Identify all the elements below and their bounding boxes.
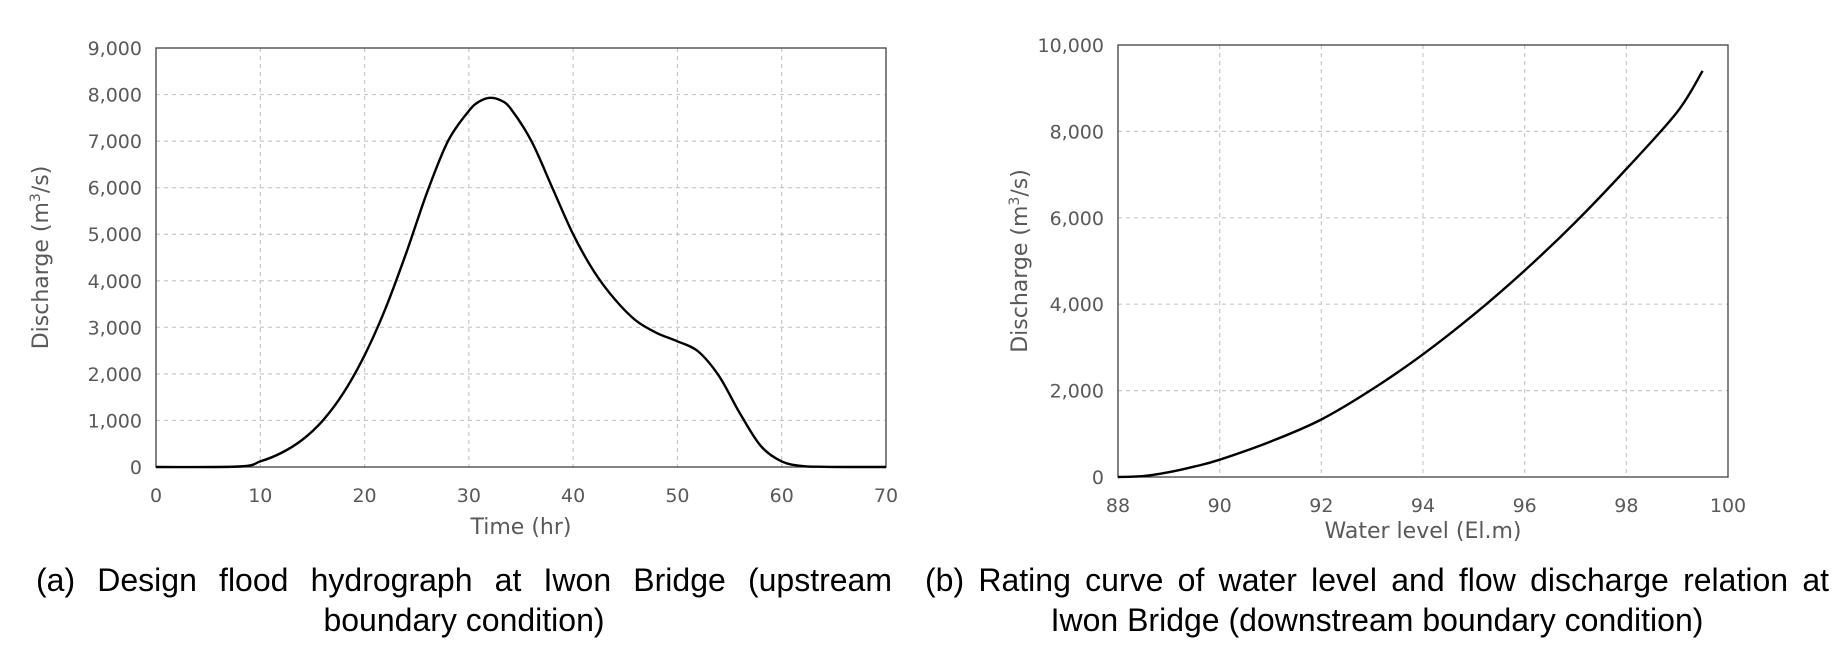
caption-a: (a) Design flood hydrograph at Iwon Brid… (36, 562, 892, 638)
x-tick-label: 0 (150, 485, 162, 507)
y-tick-label: 4,000 (1050, 294, 1104, 316)
x-tick-label: 88 (1106, 495, 1130, 517)
plot-area-border (155, 47, 887, 468)
y-tick-label: 7,000 (88, 131, 142, 153)
x-tick-label: 20 (352, 485, 376, 507)
y-tick-label: 10,000 (1038, 35, 1104, 57)
y-axis-title: Discharge (m3/s) (1007, 169, 1033, 353)
y-tick-label: 0 (1092, 467, 1104, 489)
x-tick-label: 100 (1710, 495, 1746, 517)
y-tick-label: 8,000 (88, 85, 142, 107)
y-tick-label: 2,000 (88, 364, 142, 386)
x-tick-label: 50 (665, 485, 689, 507)
rating-curve-chart: 0 2,000 4,000 6,000 8,000 10,000 88 90 92 94 96 98 1… (1007, 35, 1746, 544)
x-tick-label: 30 (457, 485, 481, 507)
x-tick-label: 70 (874, 485, 898, 507)
discharge-series-line (1117, 70, 1704, 479)
x-tick-label: 94 (1411, 495, 1435, 517)
y-tick-label: 2,000 (1050, 381, 1104, 403)
y-tick-label: 9,000 (88, 38, 142, 60)
y-tick-label: 4,000 (88, 271, 142, 293)
y-tick-label: 6,000 (1050, 208, 1104, 230)
chart-panel-a: 0 1,000 2,000 3,000 4,000 5,000 6,000 7,000 8,00… (0, 0, 905, 663)
y-tick-label: 0 (130, 457, 142, 479)
x-tick-label: 40 (561, 485, 585, 507)
y-tick-label: 3,000 (88, 317, 142, 339)
x-axis-title: Water level (El.m) (1325, 519, 1522, 544)
y-axis-title: Discharge (m3/s) (28, 166, 54, 350)
y-tick-label: 6,000 (88, 178, 142, 200)
x-tick-label: 98 (1614, 495, 1638, 517)
y-tick-label: 8,000 (1050, 121, 1104, 143)
y-tick-label: 5,000 (88, 224, 142, 246)
x-tick-label: 60 (770, 485, 794, 507)
chart-panel-b: 0 2,000 4,000 6,000 8,000 10,000 88 90 92 94 96 98 1… (905, 0, 1845, 663)
x-tick-label: 90 (1208, 495, 1232, 517)
x-tick-label: 10 (248, 485, 272, 507)
discharge-series-line (155, 96, 886, 469)
y-tick-label: 1,000 (88, 410, 142, 432)
x-axis-title: Time (hr) (470, 515, 572, 540)
x-tick-label: 92 (1309, 495, 1333, 517)
x-tick-label: 96 (1513, 495, 1537, 517)
plot-area-border (1117, 44, 1729, 478)
hydrograph-chart: 0 1,000 2,000 3,000 4,000 5,000 6,000 7,000 8,00… (28, 38, 898, 540)
caption-b: (b) Rating curve of water level and flow… (925, 562, 1829, 638)
